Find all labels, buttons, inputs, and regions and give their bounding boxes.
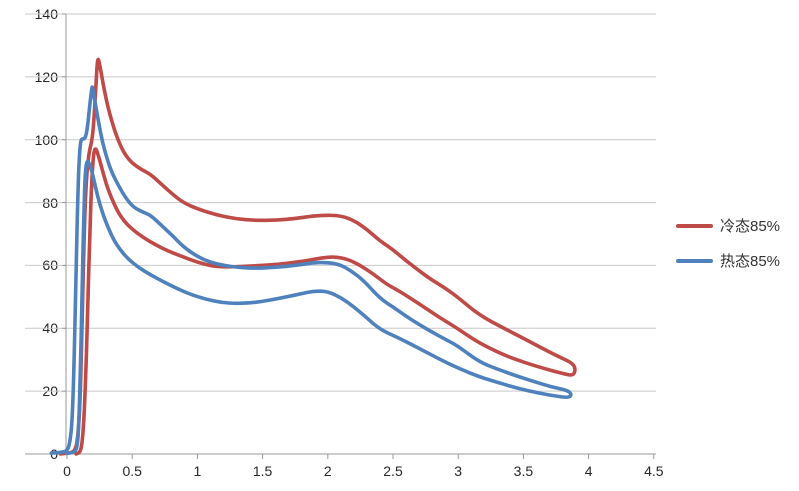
x-tick-label: 1 — [193, 463, 202, 479]
x-tick-label: 3.5 — [513, 463, 534, 479]
x-tick-label: 0 — [63, 463, 71, 479]
x-tick-label: 4 — [584, 463, 593, 479]
legend-label-cold-85: 冷态85% — [720, 218, 781, 235]
series-line-hot-85[interactable] — [49, 85, 573, 456]
x-tick-label: 2.5 — [383, 463, 403, 479]
legend-swatch-hot-85 — [676, 258, 713, 263]
legend-label-hot-85: 热态85% — [720, 253, 781, 270]
x-tick-label: 1.5 — [252, 463, 273, 479]
legend-swatch-cold-85 — [676, 223, 713, 228]
x-tick-label: 0.5 — [122, 463, 142, 479]
legend: 冷态85% 热态85% — [676, 215, 780, 271]
legend-item-hot-85[interactable]: 热态85% — [676, 250, 780, 271]
series-line-cold-85[interactable] — [58, 57, 577, 456]
legend-item-cold-85[interactable]: 冷态85% — [676, 215, 780, 236]
x-tick-label: 4.5 — [644, 463, 664, 479]
x-tick-label: 3 — [454, 463, 463, 479]
x-tick-label: 2 — [323, 463, 332, 479]
